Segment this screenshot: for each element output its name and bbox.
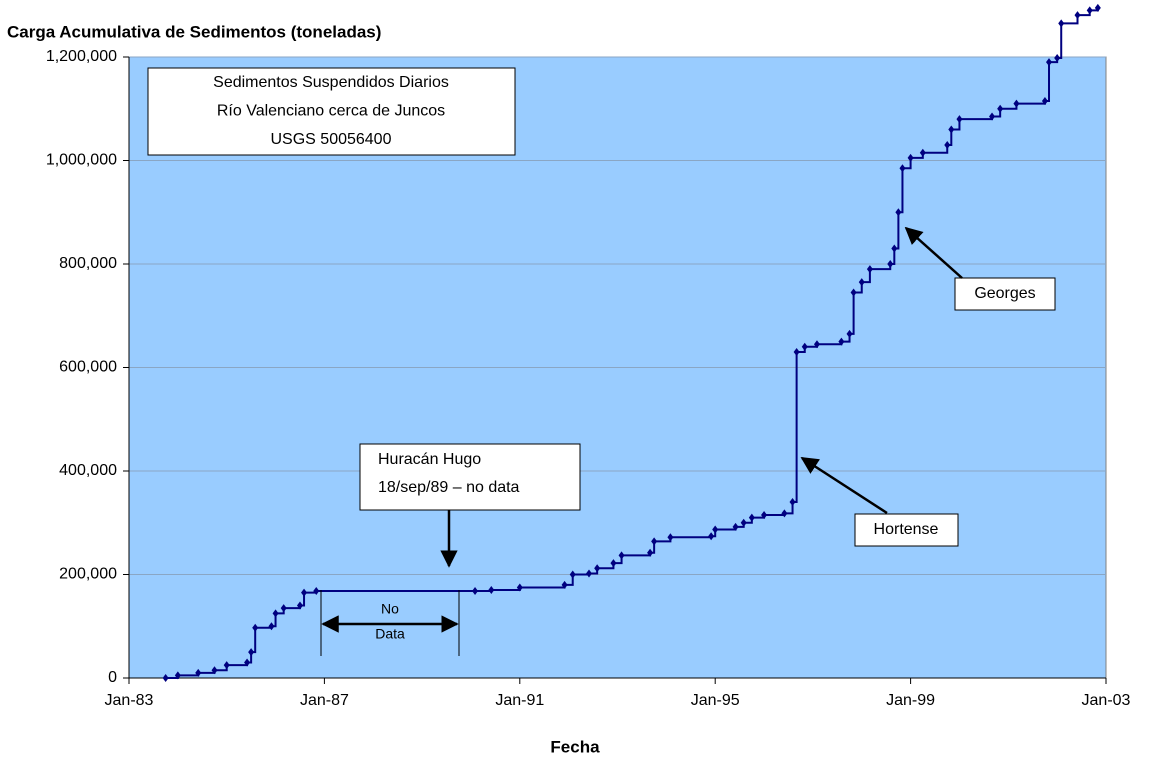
y-tick-label: 400,000 bbox=[59, 462, 117, 479]
y-tick-label: 0 bbox=[108, 669, 117, 686]
data-point bbox=[789, 498, 796, 507]
data-point bbox=[1046, 58, 1053, 67]
data-point bbox=[748, 513, 755, 522]
y-tick-label: 1,000,000 bbox=[46, 152, 117, 169]
x-axis-label: Fecha bbox=[550, 737, 600, 756]
data-point bbox=[195, 668, 202, 677]
data-point bbox=[272, 609, 279, 618]
data-point bbox=[651, 537, 658, 546]
data-point bbox=[1086, 6, 1093, 15]
data-point bbox=[813, 340, 820, 349]
annotation-box bbox=[854, 513, 959, 547]
data-point bbox=[244, 658, 251, 667]
data-point bbox=[1041, 96, 1048, 105]
x-tick-label: Jan-83 bbox=[105, 692, 154, 709]
data-point bbox=[858, 278, 865, 287]
x-tick-label: Jan-99 bbox=[886, 692, 935, 709]
data-point bbox=[1058, 19, 1065, 28]
data-point bbox=[838, 337, 845, 346]
data-point bbox=[667, 533, 674, 542]
annotation-arrow bbox=[800, 456, 888, 515]
annotation-box bbox=[147, 67, 516, 156]
data-point bbox=[956, 115, 963, 124]
x-tick-label: Jan-91 bbox=[495, 692, 544, 709]
data-point bbox=[899, 164, 906, 173]
data-point bbox=[472, 587, 479, 596]
annotation-text: Georges bbox=[974, 285, 1035, 302]
data-point bbox=[712, 525, 719, 534]
chart-title: Carga Acumulativa de Sedimentos (tonelad… bbox=[7, 22, 381, 41]
data-point bbox=[211, 666, 218, 675]
data-point bbox=[1054, 54, 1061, 63]
data-point bbox=[708, 532, 715, 541]
data-point bbox=[280, 604, 287, 613]
data-point bbox=[313, 587, 320, 596]
x-tick-label: Jan-95 bbox=[691, 692, 740, 709]
data-point bbox=[516, 583, 523, 592]
data-point bbox=[561, 580, 568, 589]
annotation-text: 18/sep/89 – no data bbox=[378, 479, 520, 496]
data-point bbox=[610, 559, 617, 568]
data-point bbox=[801, 342, 808, 351]
data-point bbox=[732, 522, 739, 531]
data-point bbox=[268, 622, 275, 631]
data-point bbox=[887, 260, 894, 268]
data-point bbox=[907, 153, 914, 162]
data-point bbox=[223, 661, 230, 670]
data-point bbox=[586, 569, 593, 578]
data-point bbox=[793, 347, 800, 356]
annotation-text: Sedimentos Suspendidos Diarios bbox=[213, 74, 449, 91]
data-point bbox=[850, 288, 857, 297]
annotation-arrow bbox=[904, 226, 963, 279]
y-tick-label: 800,000 bbox=[59, 255, 117, 272]
annotation-box bbox=[359, 443, 581, 511]
x-tick-label: Jan-87 bbox=[300, 692, 349, 709]
annotation-text: Huracán Hugo bbox=[378, 451, 481, 468]
data-point bbox=[174, 671, 181, 680]
data-point bbox=[248, 648, 255, 657]
x-tick-label: Jan-03 bbox=[1082, 692, 1131, 709]
data-point bbox=[647, 548, 654, 557]
annotation-text: Data bbox=[375, 626, 405, 642]
data-point bbox=[594, 564, 601, 573]
annotation-text: USGS 50056400 bbox=[271, 131, 392, 148]
data-point bbox=[296, 601, 303, 610]
data-point bbox=[866, 265, 873, 274]
annotation-box bbox=[954, 277, 1056, 311]
y-tick-label: 600,000 bbox=[59, 359, 117, 376]
data-point bbox=[1013, 99, 1020, 108]
data-point bbox=[740, 518, 747, 527]
data-point bbox=[1094, 3, 1101, 12]
data-point bbox=[301, 588, 308, 597]
data-point bbox=[252, 623, 259, 632]
data-point bbox=[162, 674, 169, 682]
data-point bbox=[1074, 11, 1081, 20]
data-point bbox=[569, 570, 576, 579]
y-tick-label: 200,000 bbox=[59, 566, 117, 583]
data-point bbox=[618, 551, 625, 560]
data-point bbox=[948, 125, 955, 134]
annotation-text: Hortense bbox=[874, 521, 939, 538]
data-point bbox=[895, 208, 902, 217]
data-point bbox=[846, 329, 853, 338]
data-point bbox=[781, 509, 788, 518]
annotation-text: Río Valenciano cerca de Juncos bbox=[217, 103, 445, 120]
data-point bbox=[891, 244, 898, 253]
data-point bbox=[944, 140, 951, 149]
data-point bbox=[989, 112, 996, 121]
data-point bbox=[488, 586, 495, 595]
data-point bbox=[997, 104, 1004, 113]
data-point bbox=[761, 510, 768, 519]
data-point bbox=[919, 148, 926, 157]
y-tick-label: 1,200,000 bbox=[46, 48, 117, 65]
annotation-text: No bbox=[381, 601, 399, 617]
